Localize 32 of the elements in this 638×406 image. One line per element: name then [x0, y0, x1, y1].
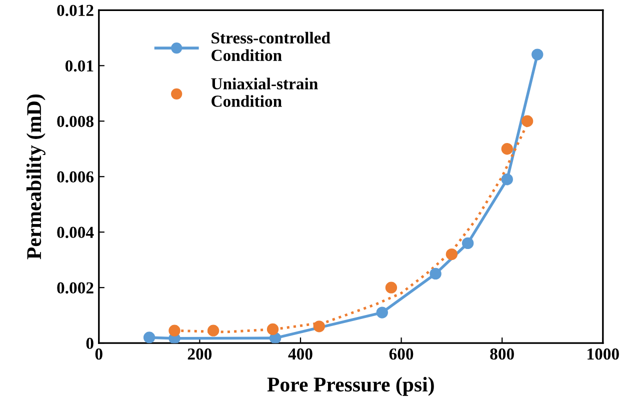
y-tick-label: 0.006 [57, 171, 94, 183]
y-tick-label: 0.004 [57, 226, 94, 238]
point [521, 115, 534, 127]
y-tick-label: 0.008 [57, 116, 94, 128]
y-tick-label: 0.012 [57, 4, 94, 16]
point [446, 248, 458, 260]
y-axis-title: Permeability (mD) [26, 94, 46, 260]
x-tick-label: 800 [490, 348, 514, 360]
point [501, 174, 513, 186]
point [313, 320, 325, 332]
point [501, 143, 513, 155]
point [385, 282, 398, 294]
point [269, 332, 282, 344]
point [207, 324, 220, 336]
x-tick-label: 1000 [588, 348, 619, 360]
x-tick-label: 200 [188, 348, 212, 360]
point [376, 306, 388, 318]
point [266, 323, 279, 336]
x-tick-label: 600 [389, 348, 414, 360]
y-tick-label: 0.01 [66, 60, 94, 72]
y-tick-label: 0 [86, 338, 94, 350]
x-tick-label: 0 [95, 348, 102, 360]
x-axis-title: Pore Pressure (psi) [267, 376, 434, 396]
point [168, 324, 180, 336]
point [143, 332, 156, 344]
point [430, 268, 442, 280]
point [462, 237, 474, 250]
y-tick-label: 0.002 [57, 282, 94, 294]
point [532, 48, 544, 60]
legend-label: Stress-controlled Condition [212, 32, 330, 61]
legend-label: Uniaxial-strain Condition [211, 78, 318, 107]
x-tick-label: 400 [288, 348, 312, 360]
